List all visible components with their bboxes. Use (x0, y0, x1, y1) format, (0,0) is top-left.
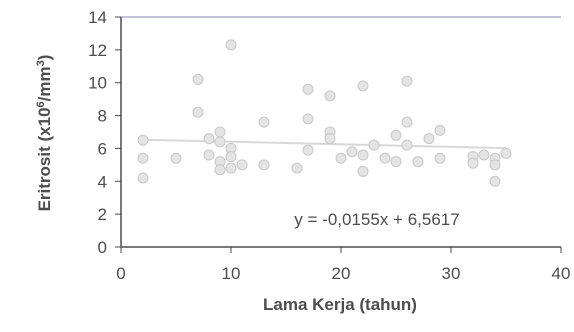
data-point (302, 144, 314, 156)
data-point (368, 139, 380, 151)
data-point (401, 75, 413, 87)
data-point (478, 149, 490, 161)
data-point (258, 159, 270, 171)
y-axis-label-main: Eritrosit (x10 (35, 107, 54, 211)
data-point (500, 147, 512, 159)
trendline-equation: y = -0,0155x + 6,5617 (294, 210, 459, 229)
data-point (214, 136, 226, 148)
data-point (335, 152, 347, 164)
data-point (412, 156, 424, 168)
data-point (236, 159, 248, 171)
x-tick-label: 20 (332, 264, 351, 283)
data-point (401, 116, 413, 128)
y-tick-label: 0 (98, 238, 107, 257)
plot-area (121, 17, 561, 247)
data-point (390, 156, 402, 168)
data-point (489, 159, 501, 171)
data-point (489, 175, 501, 187)
data-point (225, 39, 237, 51)
data-point (225, 162, 237, 174)
y-tick-label: 4 (98, 172, 107, 191)
data-points (137, 39, 512, 187)
data-point (423, 133, 435, 145)
y-tick-label: 2 (98, 205, 107, 224)
data-point (137, 134, 149, 146)
data-point (346, 146, 358, 158)
y-axis-label-unit: /mm (35, 66, 54, 101)
data-point (225, 151, 237, 163)
data-point (357, 149, 369, 161)
data-point (302, 83, 314, 95)
y-tick-label: 8 (98, 107, 107, 126)
x-tick-label: 10 (222, 264, 241, 283)
data-point (203, 133, 215, 145)
data-point (357, 165, 369, 177)
data-point (170, 152, 182, 164)
data-point (390, 129, 402, 141)
data-point (203, 149, 215, 161)
y-tick-label: 12 (88, 41, 107, 60)
data-point (137, 152, 149, 164)
data-point (214, 126, 226, 138)
data-point (324, 133, 336, 145)
x-axis-label: Lama Kerja (tahun) (263, 295, 417, 314)
trendline (142, 138, 507, 150)
y-tick-label: 10 (88, 74, 107, 93)
data-point (434, 124, 446, 136)
data-point (192, 73, 204, 85)
data-point (434, 152, 446, 164)
y-axis-label-exponent-1: 6 (35, 101, 47, 107)
data-point (214, 164, 226, 176)
data-point (379, 152, 391, 164)
y-axis-label: Eritrosit (x106/mm3) (35, 55, 54, 212)
data-point (324, 90, 336, 102)
data-point (258, 116, 270, 128)
y-axis-label-close: ) (35, 55, 54, 61)
data-point (137, 172, 149, 184)
y-tick-label: 14 (88, 8, 107, 27)
data-point (192, 106, 204, 118)
x-axis-ticks: 0 10 20 30 40 (116, 247, 570, 283)
y-tick-label: 6 (98, 139, 107, 158)
data-point (467, 157, 479, 169)
x-tick-label: 40 (552, 264, 571, 283)
data-point (357, 80, 369, 92)
y-axis-ticks: 0 2 4 6 8 10 12 14 (88, 8, 121, 257)
data-point (302, 113, 314, 125)
x-tick-label: 30 (442, 264, 461, 283)
data-point (401, 139, 413, 151)
data-point (291, 162, 303, 174)
x-tick-label: 0 (116, 264, 125, 283)
y-axis-label-exponent-2: 3 (35, 60, 47, 66)
